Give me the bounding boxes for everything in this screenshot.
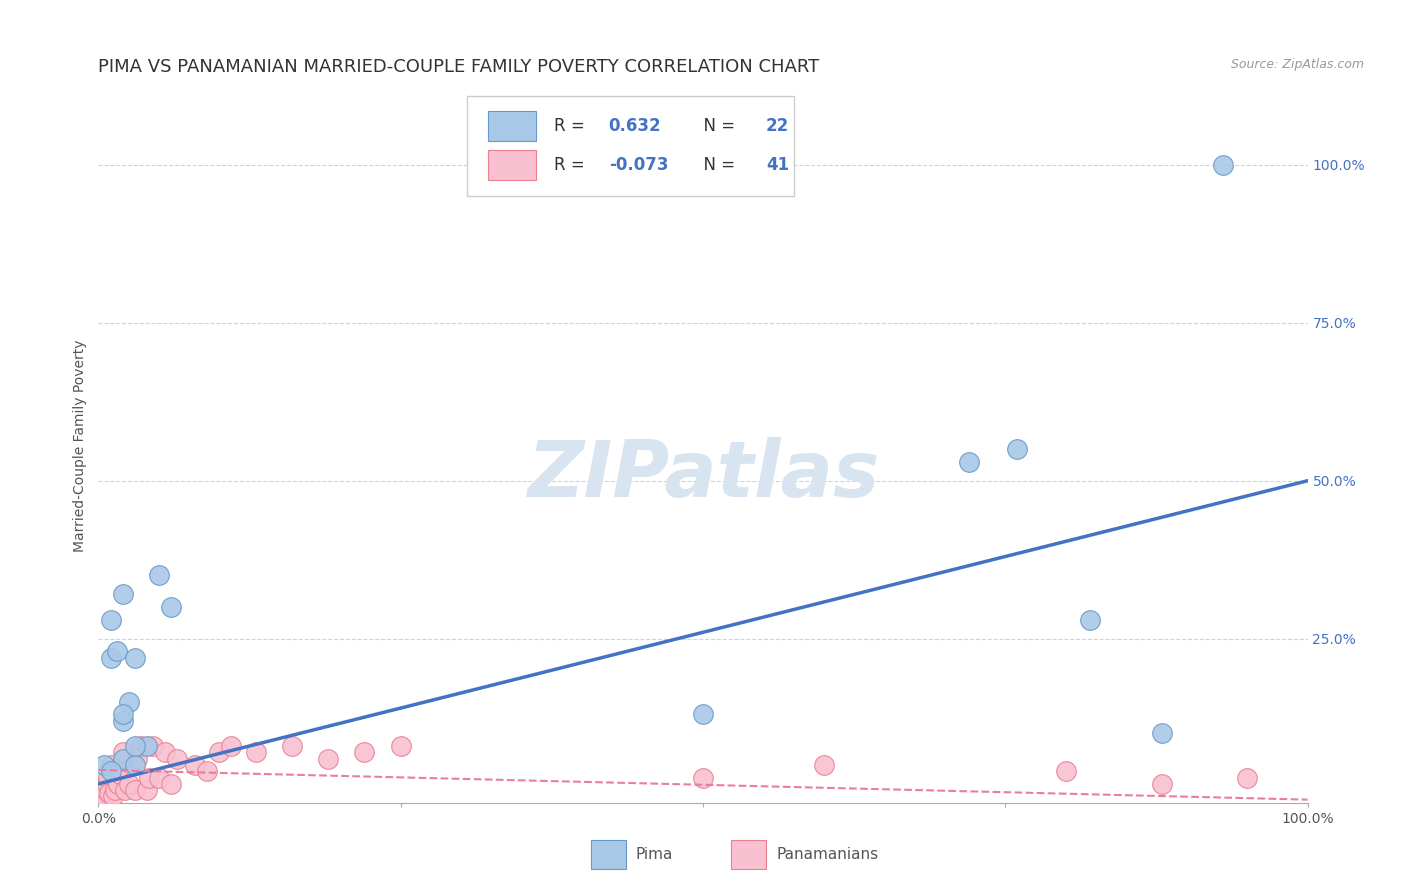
- Point: [1078, 613, 1101, 627]
- Point: [160, 777, 183, 791]
- Text: N =: N =: [693, 156, 741, 174]
- Point: [118, 695, 141, 709]
- Point: [111, 707, 134, 722]
- Point: [100, 650, 122, 665]
- Point: [208, 745, 231, 759]
- Point: [127, 751, 149, 765]
- Point: [111, 751, 134, 765]
- Point: [98, 786, 121, 800]
- Point: [124, 783, 146, 797]
- Point: [1054, 764, 1077, 779]
- Point: [100, 764, 122, 779]
- Point: [692, 707, 714, 722]
- Point: [96, 777, 118, 791]
- Text: 41: 41: [766, 156, 789, 174]
- Point: [121, 758, 143, 772]
- Text: PIMA VS PANAMANIAN MARRIED-COUPLE FAMILY POVERTY CORRELATION CHART: PIMA VS PANAMANIAN MARRIED-COUPLE FAMILY…: [98, 58, 820, 76]
- Point: [105, 644, 128, 658]
- Point: [118, 777, 141, 791]
- Point: [111, 714, 134, 728]
- Point: [1152, 777, 1174, 791]
- Point: [94, 783, 117, 797]
- Text: Pima: Pima: [636, 847, 673, 862]
- Point: [100, 758, 122, 772]
- Text: 22: 22: [766, 118, 789, 136]
- Point: [90, 789, 112, 804]
- Text: ZIPatlas: ZIPatlas: [527, 436, 879, 513]
- Point: [93, 789, 115, 804]
- Point: [813, 758, 835, 772]
- Point: [166, 751, 188, 765]
- Point: [389, 739, 412, 753]
- Point: [184, 758, 207, 772]
- Point: [124, 758, 146, 772]
- Text: Panamanians: Panamanians: [776, 847, 879, 862]
- Point: [195, 764, 218, 779]
- Y-axis label: Married-Couple Family Poverty: Married-Couple Family Poverty: [73, 340, 87, 552]
- Point: [97, 771, 120, 785]
- Point: [148, 568, 170, 582]
- Point: [135, 783, 157, 797]
- Text: 0.632: 0.632: [609, 118, 661, 136]
- Point: [281, 739, 304, 753]
- Point: [111, 745, 134, 759]
- Point: [245, 745, 267, 759]
- FancyBboxPatch shape: [467, 96, 793, 196]
- Point: [1152, 726, 1174, 740]
- Point: [124, 739, 146, 753]
- Text: -0.073: -0.073: [609, 156, 668, 174]
- Text: R =: R =: [554, 156, 591, 174]
- Point: [100, 613, 122, 627]
- Point: [91, 786, 114, 800]
- FancyBboxPatch shape: [488, 150, 536, 180]
- Point: [692, 771, 714, 785]
- Point: [1007, 442, 1029, 457]
- Point: [107, 777, 129, 791]
- Point: [1212, 158, 1234, 172]
- Point: [93, 758, 115, 772]
- Point: [108, 767, 131, 781]
- Point: [138, 771, 160, 785]
- Point: [111, 587, 134, 601]
- Point: [353, 745, 375, 759]
- Point: [1236, 771, 1258, 785]
- Point: [148, 771, 170, 785]
- Point: [129, 739, 152, 753]
- Point: [114, 783, 136, 797]
- Point: [142, 739, 165, 753]
- Point: [135, 739, 157, 753]
- Text: Source: ZipAtlas.com: Source: ZipAtlas.com: [1230, 58, 1364, 71]
- Text: N =: N =: [693, 118, 741, 136]
- FancyBboxPatch shape: [488, 112, 536, 141]
- Point: [160, 600, 183, 615]
- Point: [221, 739, 243, 753]
- Point: [91, 783, 114, 797]
- Point: [153, 745, 176, 759]
- Point: [104, 783, 127, 797]
- Point: [316, 751, 339, 765]
- Point: [101, 789, 124, 804]
- Point: [957, 455, 980, 469]
- Point: [124, 650, 146, 665]
- Text: R =: R =: [554, 118, 591, 136]
